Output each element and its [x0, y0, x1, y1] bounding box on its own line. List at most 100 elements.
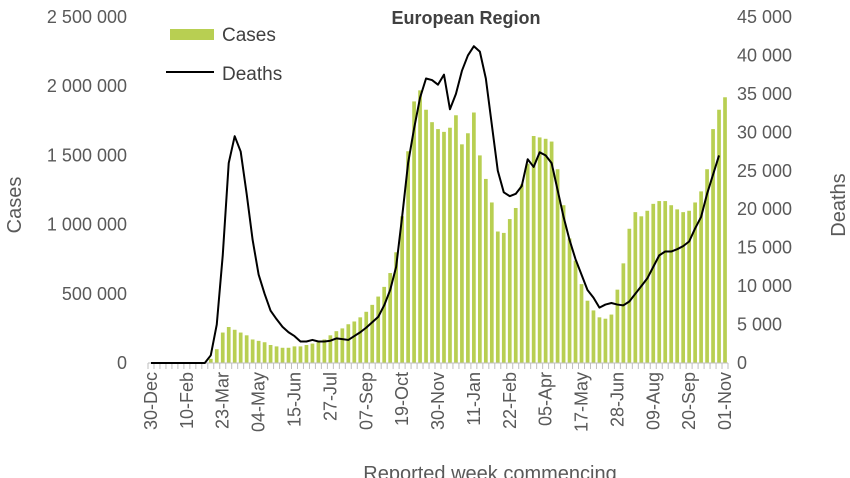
cases-bar — [651, 203, 656, 363]
y-left-tick-label: 1 000 000 — [47, 215, 127, 235]
cases-bar — [717, 109, 721, 363]
cases-bar — [358, 317, 363, 363]
cases-bar — [316, 342, 321, 363]
x-tick-label: 05-Apr — [536, 372, 556, 426]
cases-bar — [555, 169, 560, 363]
x-axis-title: Reported week commencing — [363, 463, 616, 478]
cases-bar — [460, 144, 464, 363]
y-left-tick-label: 2 500 000 — [47, 7, 127, 27]
cases-bar — [430, 122, 434, 364]
cases-bar — [585, 300, 590, 363]
cases-bar — [286, 347, 291, 363]
cases-bar — [214, 349, 219, 363]
cases-bar — [633, 212, 638, 363]
cases-bar — [340, 328, 345, 363]
cases-bar — [591, 310, 596, 363]
cases-bar — [615, 289, 620, 363]
y-right-tick-label: 30 000 — [737, 122, 792, 142]
cases-bar — [579, 284, 584, 363]
cases-bar — [244, 335, 249, 363]
cases-bar — [705, 169, 709, 363]
y-left-tick-label: 500 000 — [62, 284, 127, 304]
cases-bar — [483, 178, 488, 363]
x-tick-label: 30-Dec — [141, 372, 161, 430]
y-axis-left-title: Cases — [4, 177, 26, 234]
x-axis-tick-labels: 30-Dec 10-Feb 23-Mar 04-May 15-Jun 27-Jul 07-S… — [141, 372, 735, 432]
x-tick-label: 23-Mar — [213, 372, 233, 429]
cases-bar — [603, 318, 608, 363]
cases-bar — [693, 202, 697, 363]
x-tick-label: 27-Jul — [320, 372, 340, 421]
x-tick-label: 19-Oct — [392, 372, 412, 426]
cases-bar — [531, 136, 536, 363]
cases-bar — [723, 97, 727, 364]
deaths-line-layer — [150, 45, 720, 364]
cases-bar — [669, 205, 674, 363]
cases-bar — [232, 329, 237, 363]
cases-bar — [495, 231, 500, 363]
cases-bar — [466, 133, 470, 363]
cases-bar — [394, 252, 398, 363]
legend-label-cases: Cases — [222, 25, 276, 46]
chart-title: European Region — [391, 8, 540, 28]
legend: Cases Deaths — [166, 25, 282, 85]
cases-bar — [567, 238, 572, 363]
cases-bar — [304, 345, 309, 363]
y-right-tick-label: 25 000 — [737, 161, 792, 181]
x-tick-label: 07-Sep — [356, 372, 376, 430]
y-right-tick-label: 35 000 — [737, 84, 792, 104]
cases-bar — [334, 331, 339, 363]
cases-bar — [400, 216, 404, 363]
y-right-tick-label: 20 000 — [737, 199, 792, 219]
cases-bar — [501, 232, 506, 363]
deaths-line — [150, 45, 720, 364]
cases-bar — [573, 260, 578, 363]
cases-bar — [639, 216, 644, 363]
y-right-tick-label: 15 000 — [737, 238, 792, 258]
cases-bar — [519, 184, 524, 363]
y-right-tick-label: 0 — [737, 353, 747, 373]
cases-bar — [418, 90, 422, 363]
cases-bar — [268, 345, 273, 363]
cases-bar — [220, 332, 225, 363]
x-tick-label: 09-Aug — [643, 372, 663, 430]
x-tick-label: 30-Nov — [428, 372, 448, 430]
cases-bar — [238, 332, 243, 363]
cases-bars — [208, 90, 727, 364]
cases-bar — [597, 317, 602, 363]
cases-bar — [537, 137, 542, 363]
cases-bar — [280, 347, 285, 363]
cases-bar — [561, 205, 566, 363]
x-tick-label: 15-Jun — [284, 372, 304, 427]
x-tick-label: 10-Feb — [177, 372, 197, 429]
cases-bar — [208, 358, 213, 363]
cases-bar — [298, 346, 303, 363]
y-left-tick-label: 1 500 000 — [47, 145, 127, 165]
cases-bar — [346, 324, 351, 363]
cases-bar — [292, 346, 297, 363]
cases-bar — [657, 201, 662, 363]
cases-bar — [310, 343, 315, 363]
cases-bar — [406, 151, 410, 363]
x-tick-label: 20-Sep — [679, 372, 699, 430]
cases-bar — [663, 201, 668, 363]
right-axis-tick-labels: 0 5 000 10 000 15 000 20 000 25 000 30 000 35 0… — [737, 7, 792, 373]
y-right-tick-label: 45 000 — [737, 7, 792, 27]
y-left-tick-label: 0 — [117, 353, 127, 373]
cases-bar — [525, 163, 530, 363]
cases-bar — [675, 209, 680, 363]
cases-bar — [274, 346, 279, 363]
cases-bar — [627, 228, 632, 363]
x-tick-label: 28-Jun — [607, 372, 627, 427]
cases-bar — [472, 112, 476, 363]
legend-label-deaths: Deaths — [222, 64, 282, 85]
cases-bar — [388, 273, 393, 363]
cases-bar — [256, 340, 261, 363]
cases-bar — [645, 210, 650, 363]
cases-bar — [699, 191, 703, 363]
cases-bar — [424, 109, 428, 363]
left-axis-tick-labels: 0 500 000 1 000 000 1 500 000 2 000 000 2 500… — [47, 7, 127, 373]
cases-bar — [609, 314, 614, 363]
y-right-tick-label: 5 000 — [737, 315, 782, 335]
x-tick-label: 17-May — [572, 372, 592, 432]
